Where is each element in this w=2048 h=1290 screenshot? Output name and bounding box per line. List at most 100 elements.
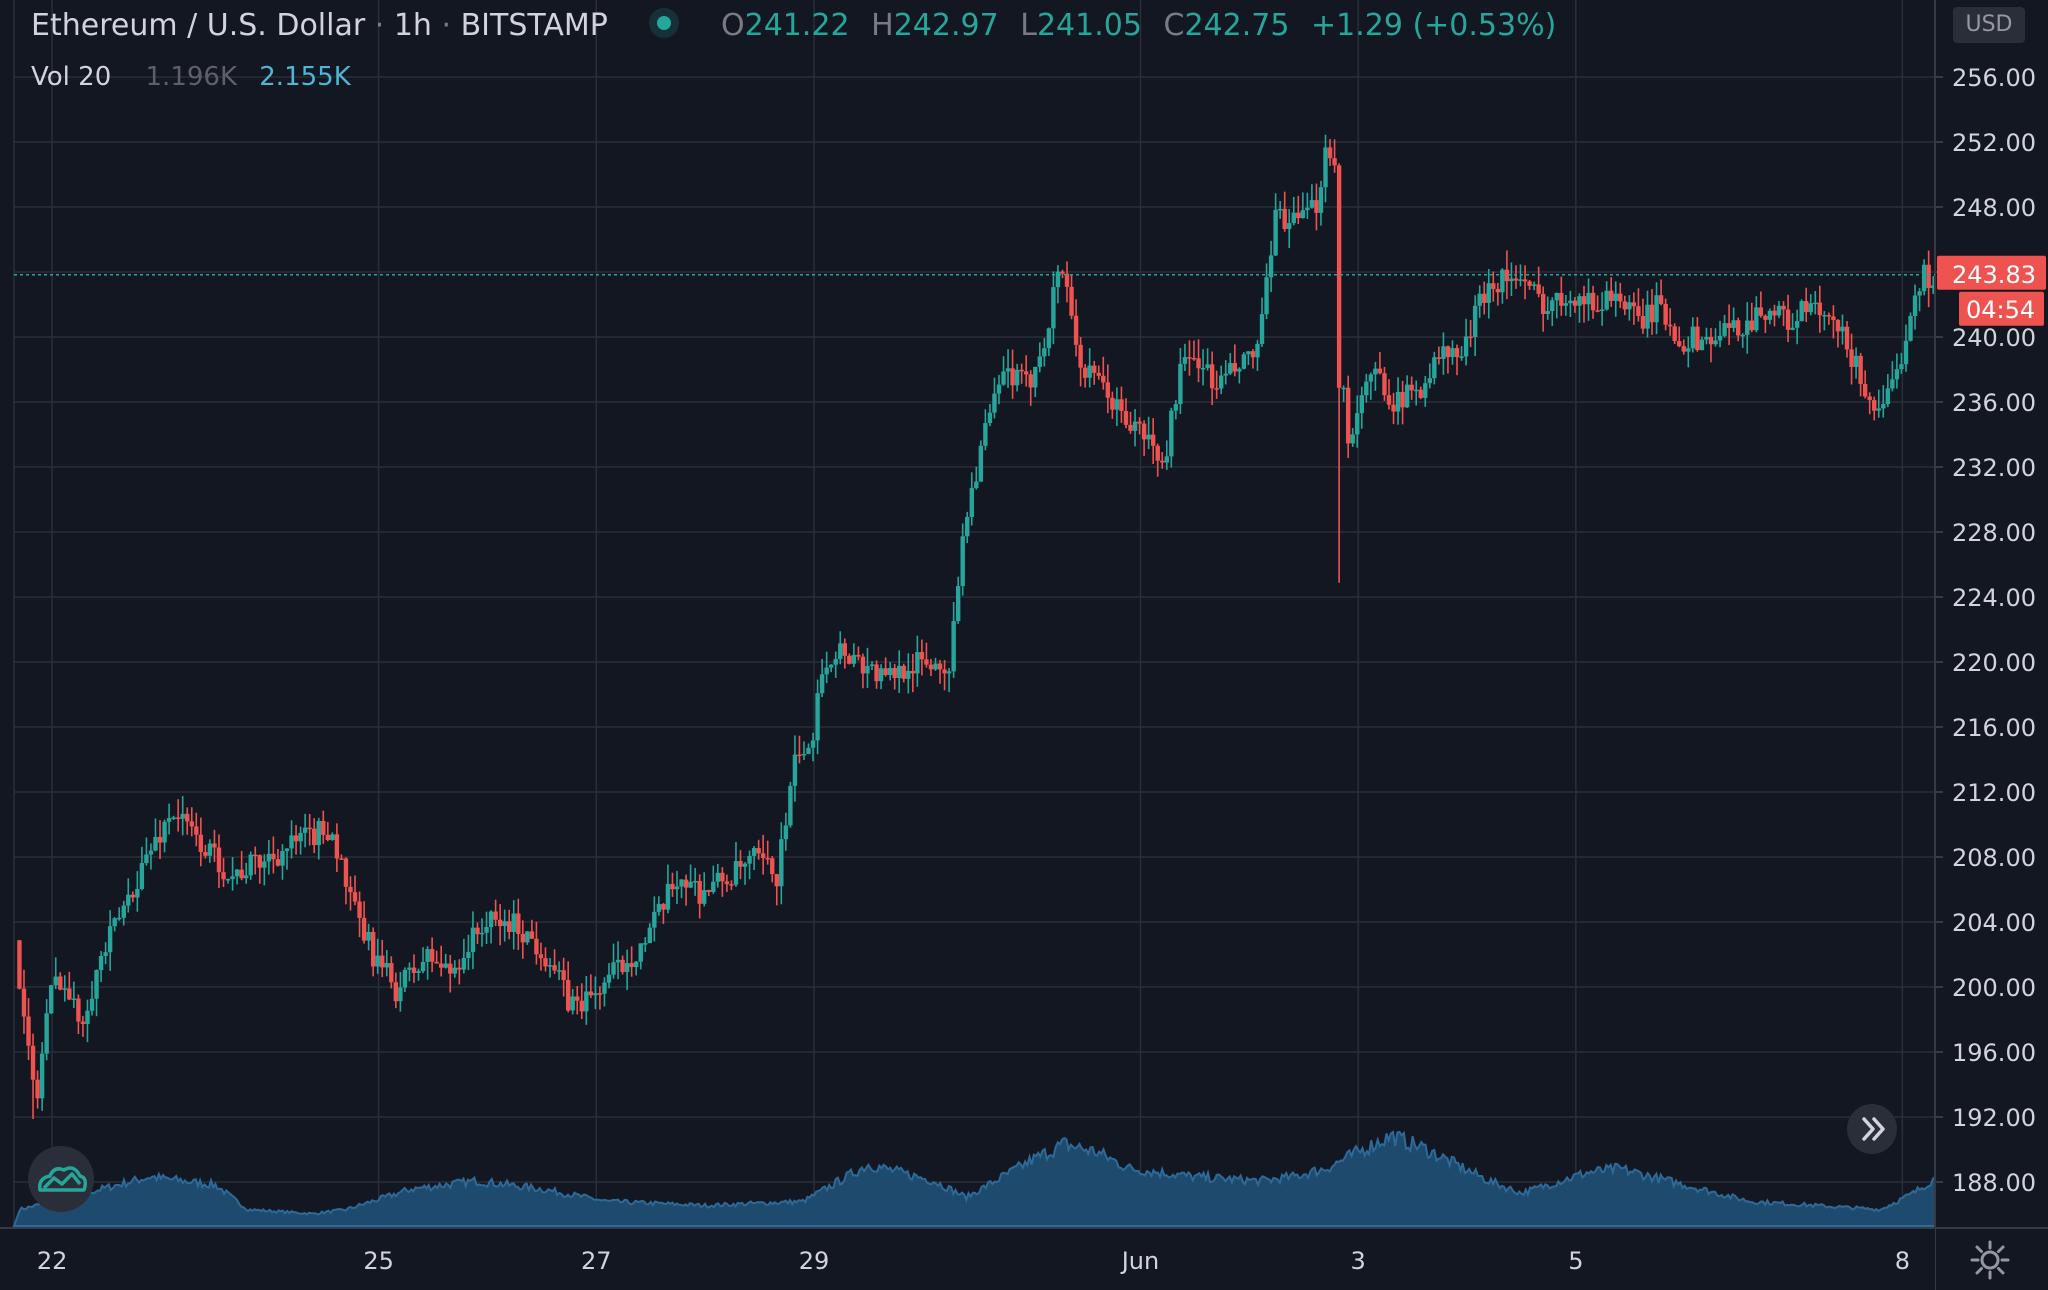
candle bbox=[1572, 297, 1578, 313]
time-axis[interactable]: 22 25 27 29 Jun 3 5 8 bbox=[0, 1227, 2048, 1290]
candle bbox=[833, 651, 838, 678]
price-axis[interactable]: 188.00 192.00 196.00 200.00 204.00 208.00 212.… bbox=[1934, 0, 2048, 1290]
candle bbox=[670, 872, 675, 897]
candle-body bbox=[856, 654, 861, 657]
candle bbox=[1463, 318, 1469, 366]
candle bbox=[520, 920, 526, 959]
candle-body bbox=[1454, 348, 1460, 358]
interval-label[interactable]: 1h bbox=[393, 8, 432, 43]
candle bbox=[1150, 418, 1156, 465]
candle-body bbox=[166, 818, 172, 822]
candle-body bbox=[71, 998, 77, 1001]
candle bbox=[289, 820, 294, 859]
candle-body bbox=[987, 412, 993, 424]
candle-body bbox=[1395, 391, 1401, 412]
last-price-label: 243.83 bbox=[1952, 261, 2036, 289]
candle-body bbox=[924, 659, 929, 665]
candle bbox=[760, 834, 766, 875]
candle-body bbox=[1187, 357, 1192, 359]
candle-body bbox=[1373, 368, 1378, 375]
candle bbox=[1355, 395, 1360, 448]
candle bbox=[1001, 356, 1006, 386]
candle bbox=[1404, 375, 1410, 409]
candle-body bbox=[266, 853, 272, 862]
candle-body bbox=[1831, 316, 1836, 321]
symbol-name[interactable]: Ethereum / U.S. Dollar bbox=[31, 8, 366, 43]
candle bbox=[525, 931, 530, 945]
candle-body bbox=[293, 835, 299, 842]
candle-body bbox=[448, 963, 453, 974]
candle-body bbox=[243, 875, 249, 879]
candle bbox=[792, 735, 798, 802]
candle bbox=[706, 889, 711, 897]
candle bbox=[1019, 363, 1024, 384]
candle-body bbox=[457, 967, 462, 970]
candle bbox=[897, 650, 902, 693]
volume-legend[interactable]: Vol 20 1.196K 2.155K bbox=[31, 62, 351, 92]
candle-body bbox=[552, 965, 557, 971]
candle-body bbox=[1228, 363, 1233, 374]
candle bbox=[511, 900, 516, 950]
candle bbox=[611, 943, 616, 979]
candle-body bbox=[1141, 423, 1147, 440]
scroll-to-realtime-button[interactable] bbox=[1847, 1104, 1897, 1154]
candle bbox=[325, 821, 331, 842]
candle bbox=[1300, 192, 1306, 219]
tradingview-logo-button[interactable] bbox=[28, 1146, 94, 1212]
candle bbox=[906, 653, 911, 694]
candle bbox=[565, 961, 571, 1013]
candle-body bbox=[1209, 364, 1215, 389]
legend-separator: · bbox=[374, 8, 385, 43]
candle bbox=[76, 994, 81, 1035]
candle-body bbox=[1590, 292, 1596, 311]
candle bbox=[1287, 209, 1292, 249]
candle bbox=[1377, 351, 1383, 375]
price-tick-label: 208.00 bbox=[1952, 844, 2036, 872]
candle bbox=[715, 863, 721, 888]
candle-body bbox=[955, 586, 961, 622]
candle bbox=[1531, 281, 1537, 291]
volume-label[interactable]: Vol 20 bbox=[31, 62, 112, 92]
candle bbox=[1699, 336, 1705, 351]
candle-body bbox=[1758, 307, 1764, 316]
currency-button[interactable]: USD bbox=[1953, 7, 2025, 43]
candle bbox=[1028, 370, 1033, 406]
candle bbox=[180, 796, 185, 836]
candle-body bbox=[1132, 421, 1138, 431]
candle-body bbox=[720, 872, 725, 882]
candle bbox=[1486, 269, 1491, 319]
candle bbox=[810, 732, 816, 762]
candle-body bbox=[1060, 271, 1065, 274]
candle bbox=[1423, 375, 1428, 407]
symbol-legend[interactable]: Ethereum / U.S. Dollar · 1h · BITSTAMP O… bbox=[31, 8, 1556, 43]
candle-body bbox=[1640, 316, 1646, 329]
candle-body bbox=[1568, 300, 1573, 304]
candle bbox=[407, 962, 412, 982]
candle-body bbox=[919, 652, 925, 660]
candle bbox=[529, 919, 535, 939]
candle-body bbox=[325, 834, 331, 840]
candle bbox=[561, 957, 566, 997]
candle bbox=[516, 898, 521, 950]
candle bbox=[470, 911, 476, 970]
candle bbox=[416, 968, 421, 981]
candle-body bbox=[298, 832, 303, 842]
candle-body bbox=[1500, 269, 1505, 293]
candle-body bbox=[1268, 255, 1274, 278]
candle-body bbox=[1599, 309, 1605, 312]
candle-body bbox=[520, 933, 526, 943]
candle bbox=[1418, 386, 1423, 400]
candle bbox=[203, 844, 208, 859]
candle-body bbox=[1078, 344, 1083, 368]
market-status-dot-icon[interactable] bbox=[657, 15, 672, 30]
candle-body bbox=[1359, 395, 1364, 414]
candle-body bbox=[575, 996, 580, 1001]
open-value: 241.22 bbox=[744, 8, 850, 43]
chart-settings-button[interactable] bbox=[1968, 1238, 2012, 1282]
candle bbox=[1273, 193, 1278, 257]
candle bbox=[1055, 265, 1061, 304]
candle bbox=[547, 957, 553, 978]
candle-body bbox=[1577, 296, 1582, 306]
candle bbox=[1314, 183, 1319, 231]
